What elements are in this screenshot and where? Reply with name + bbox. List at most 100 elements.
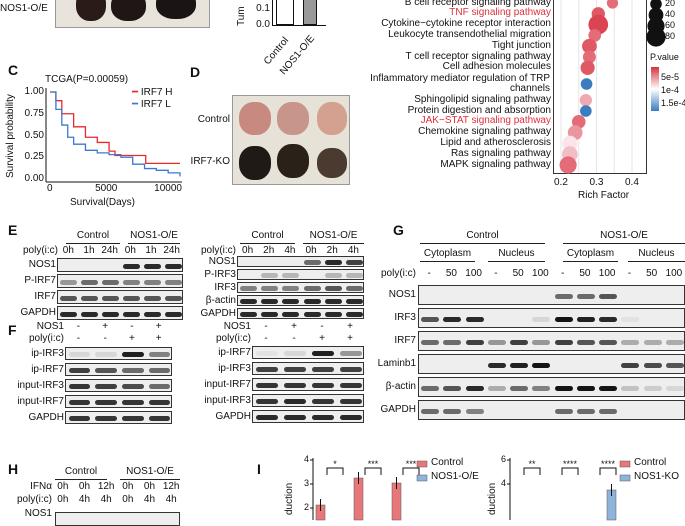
lane-label: - — [103, 333, 107, 344]
blot-band — [345, 273, 363, 278]
km-curve-irf7-l — [50, 91, 181, 177]
lane-label: - — [264, 333, 268, 344]
lane-label: 2h — [263, 245, 275, 256]
lane-label: + — [319, 333, 325, 344]
blot-band — [303, 286, 321, 291]
blot-band — [443, 316, 462, 322]
blot-band — [465, 385, 484, 391]
blot-band — [148, 400, 171, 405]
lane-label: + — [291, 321, 297, 332]
blot-row-label: GAPDH — [20, 307, 56, 318]
lane-label: 0h — [124, 245, 136, 256]
lane-label: 24h — [163, 245, 180, 256]
km-xtick: 0 — [47, 183, 53, 194]
blot-band — [443, 385, 462, 391]
dotplot-term-label: T cell receptor signaling pathway — [405, 50, 551, 62]
lane-label: 1h — [145, 245, 157, 256]
i-ytick: 4 — [500, 478, 506, 488]
lane-label: 4h — [165, 494, 177, 505]
blot-row-label: ip-IRF3 — [218, 362, 251, 374]
blot-band — [621, 385, 640, 391]
blot-row-label: β-actin — [385, 381, 416, 392]
blot-band — [421, 316, 440, 322]
panel-g-letter: G — [393, 222, 404, 238]
blot-band — [621, 339, 640, 345]
blot-band — [81, 279, 98, 285]
pvalue-tick: 5e-5 — [661, 72, 680, 82]
blot-band — [643, 339, 662, 345]
lane-label: 12h — [162, 481, 180, 492]
treatment-label: poly(i:c) — [16, 494, 52, 505]
lane-label: 24h — [101, 245, 118, 256]
dotplot-point — [588, 29, 602, 42]
blot-band — [95, 368, 117, 373]
blot-band — [665, 339, 684, 345]
i-sig-bracket — [523, 467, 541, 475]
lane-label: 4h — [100, 494, 112, 505]
blot-band — [282, 299, 300, 304]
blot-band — [261, 273, 279, 278]
lane-label: + — [155, 321, 162, 332]
pvalue-colorbar — [651, 67, 659, 111]
blot-ip-irf7 — [65, 363, 172, 376]
km-legend-l: ━ IRF7 L — [132, 99, 171, 110]
treatment-label: poly(i:c) — [215, 333, 251, 344]
blot-band — [255, 399, 279, 404]
group-header: NOS1-O/E — [130, 230, 178, 241]
blot-row-label: GAPDH — [200, 307, 236, 319]
lane-label: - — [427, 268, 431, 279]
blot-band — [144, 263, 161, 269]
km-title: TCGA(P=0.00059) — [45, 74, 129, 85]
blot-band — [599, 408, 618, 414]
lane-label: 0h — [57, 481, 69, 492]
blot-band — [576, 339, 595, 345]
panel-i-charts — [310, 458, 631, 521]
lane-label: 4h — [284, 245, 296, 256]
b-ytick: 0.0 — [256, 19, 270, 30]
blot-band — [102, 311, 119, 317]
dotplot-point — [580, 105, 592, 117]
blot-row-label: NOS1 — [388, 289, 416, 300]
blot-p-irf3 — [237, 269, 364, 280]
blot-band — [643, 385, 662, 391]
group-underline — [128, 243, 180, 244]
km-xlabel: Survival(Days) — [70, 197, 136, 208]
blot-band — [510, 362, 529, 368]
dotplot-term-label: Leukocyte transendothelial migration — [388, 29, 551, 40]
blot-band — [68, 416, 91, 421]
panel-a-lung-photo — [55, 0, 210, 28]
lane-label: - — [320, 321, 324, 332]
km-curve-irf7-h — [50, 91, 180, 164]
i-legend-swatch — [416, 460, 428, 468]
blot-input-irf7 — [65, 395, 172, 408]
blot-band — [68, 384, 91, 389]
blot-band — [621, 316, 640, 322]
blot-gapdh — [418, 400, 685, 420]
km-xtick: 10000 — [154, 183, 182, 194]
blot-band — [532, 316, 551, 322]
dotplot-xtick: 0.4 — [625, 177, 639, 188]
blot-nos1 — [237, 256, 364, 267]
lane-label: 50 — [579, 268, 591, 279]
i-legend-label: Control — [431, 457, 464, 468]
blot-band — [421, 385, 440, 391]
dotplot-point — [580, 78, 593, 90]
lane-label: 0h — [62, 245, 74, 256]
blot-band — [123, 263, 140, 269]
dotplot-term-label: Sphingolipid signaling pathway — [414, 93, 551, 105]
panel-a-row-label: NOS1-O/E — [0, 3, 48, 14]
lane-label: + — [155, 333, 162, 344]
group-header: Cytoplasm — [566, 248, 615, 259]
blot-band — [621, 362, 640, 368]
i-bar — [353, 477, 364, 521]
blot-band — [576, 293, 595, 299]
blot-band — [165, 263, 182, 269]
blot-band — [532, 385, 551, 391]
blot-band — [68, 352, 91, 357]
blot-band — [665, 385, 684, 391]
pvalue-tick: 1e-4 — [661, 85, 680, 95]
blot-band — [148, 384, 171, 389]
group-underline — [240, 243, 295, 244]
panel-i-letter: I — [257, 461, 261, 477]
i-ytick: 3 — [303, 478, 309, 488]
